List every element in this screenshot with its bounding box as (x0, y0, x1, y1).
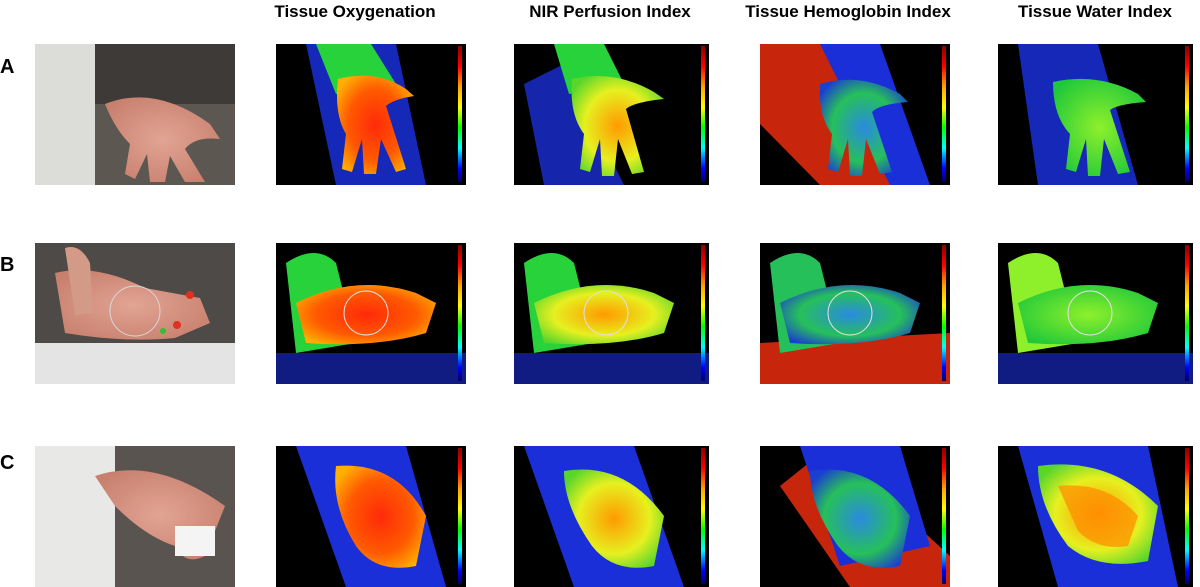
column-title-water: Tissue Water Index (1018, 2, 1172, 21)
image-water-b (998, 243, 1193, 384)
image-perfusion-b (514, 243, 709, 384)
row-label-b: B (0, 254, 15, 276)
photo-row-c (35, 446, 235, 587)
image-perfusion-c (514, 446, 709, 587)
column-title-perfusion: NIR Perfusion Index (529, 2, 691, 21)
image-hemoglobin-b (760, 243, 950, 384)
image-perfusion-a (514, 44, 709, 185)
image-water-c (998, 446, 1193, 587)
photo-row-b (35, 243, 235, 384)
image-oxygenation-c (276, 446, 466, 587)
column-title-hemoglobin: Tissue Hemoglobin Index (745, 2, 951, 21)
image-hemoglobin-a (760, 44, 950, 185)
image-water-a (998, 44, 1193, 185)
image-hemoglobin-c (760, 446, 950, 587)
row-label-a: A (0, 56, 15, 78)
column-title-oxygenation: Tissue Oxygenation (274, 2, 436, 21)
image-oxygenation-b (276, 243, 466, 384)
image-oxygenation-a (276, 44, 466, 185)
row-label-c: C (0, 452, 15, 474)
photo-row-a (35, 44, 235, 185)
